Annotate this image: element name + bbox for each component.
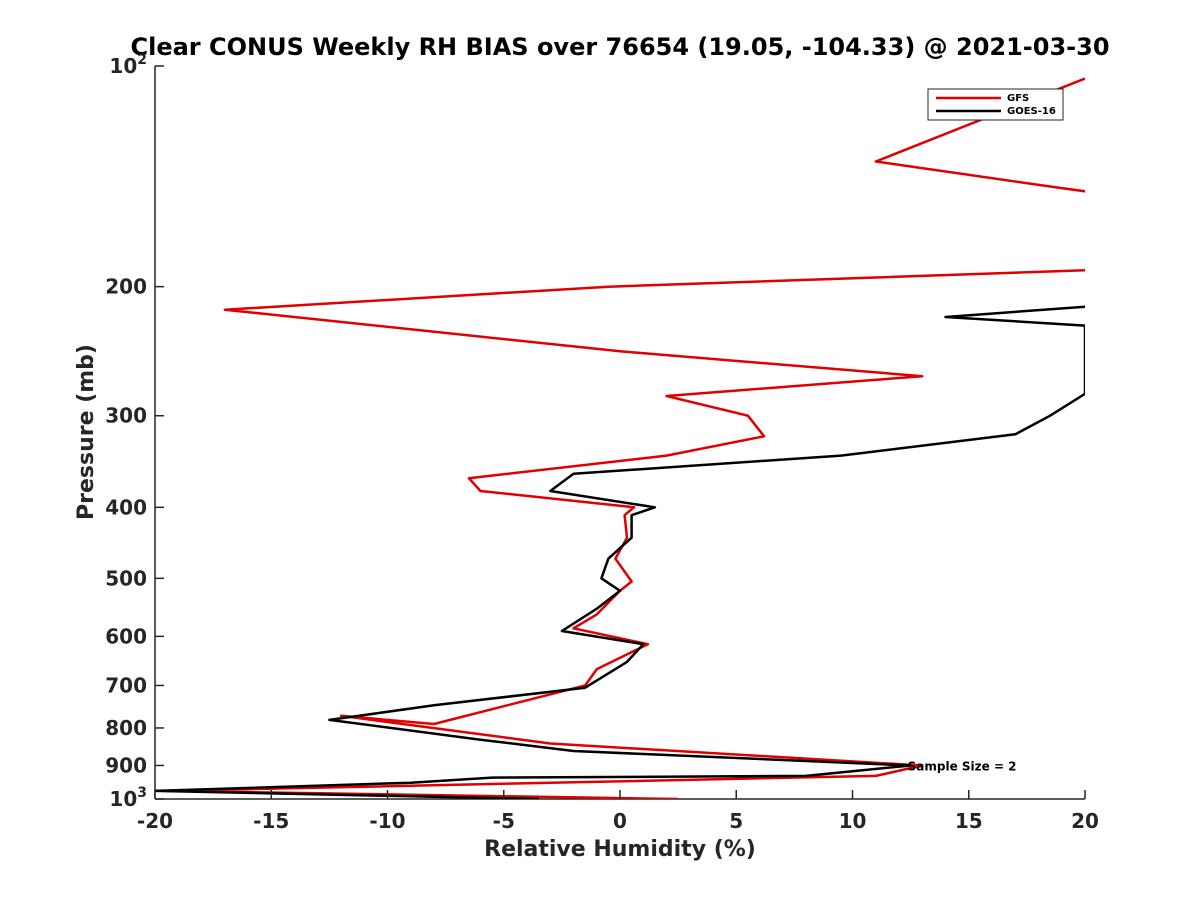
- chart-title: Clear CONUS Weekly RH BIAS over 76654 (1…: [130, 33, 1109, 61]
- axes-frame: [155, 66, 1085, 799]
- y-tick-label: 300: [105, 404, 147, 428]
- x-ticks: -20 -15 -10 -5 0 5 10 15 20: [137, 790, 1099, 833]
- y-tick-label: 500: [105, 566, 147, 590]
- series-line-goes16: [155, 305, 1085, 799]
- x-tick-label: 20: [1071, 809, 1099, 833]
- x-tick-label: 5: [729, 809, 743, 833]
- y-tick-label: 102: [109, 52, 147, 78]
- x-tick-label: 0: [613, 809, 627, 833]
- y-tick-base: 10: [109, 787, 137, 811]
- sample-size-annotation: Sample Size = 2: [908, 759, 1017, 773]
- x-tick-label: -15: [253, 809, 289, 833]
- series-layer: [155, 77, 1085, 799]
- plot-area: -20 -15 -10 -5 0 5 10 15 20 10220030040050060070…: [105, 52, 1099, 833]
- y-axis-label: Pressure (mb): [74, 344, 99, 520]
- legend: GFS GOES-16: [927, 88, 1064, 121]
- legend-label-gfs: GFS: [1007, 93, 1029, 104]
- x-axis-label: Relative Humidity (%): [484, 837, 756, 862]
- y-tick-exponent: 3: [137, 785, 147, 801]
- y-tick-base: 10: [109, 54, 137, 78]
- x-tick-label: -20: [137, 809, 173, 833]
- y-tick-label: 200: [105, 275, 147, 299]
- y-tick-label: 103: [109, 785, 147, 811]
- x-tick-label: -10: [369, 809, 405, 833]
- x-tick-label: 15: [955, 809, 983, 833]
- y-tick-label: 900: [105, 753, 147, 777]
- x-tick-label: 10: [839, 809, 867, 833]
- y-tick-exponent: 2: [137, 52, 147, 68]
- y-tick-label: 700: [105, 673, 147, 697]
- legend-label-goes16: GOES-16: [1007, 106, 1056, 117]
- y-tick-label: 600: [105, 624, 147, 648]
- y-tick-label: 800: [105, 716, 147, 740]
- y-tick-label: 400: [105, 495, 147, 519]
- legend-box: [927, 88, 1064, 121]
- series-line-gfs: [165, 77, 1085, 799]
- x-tick-label: -5: [493, 809, 515, 833]
